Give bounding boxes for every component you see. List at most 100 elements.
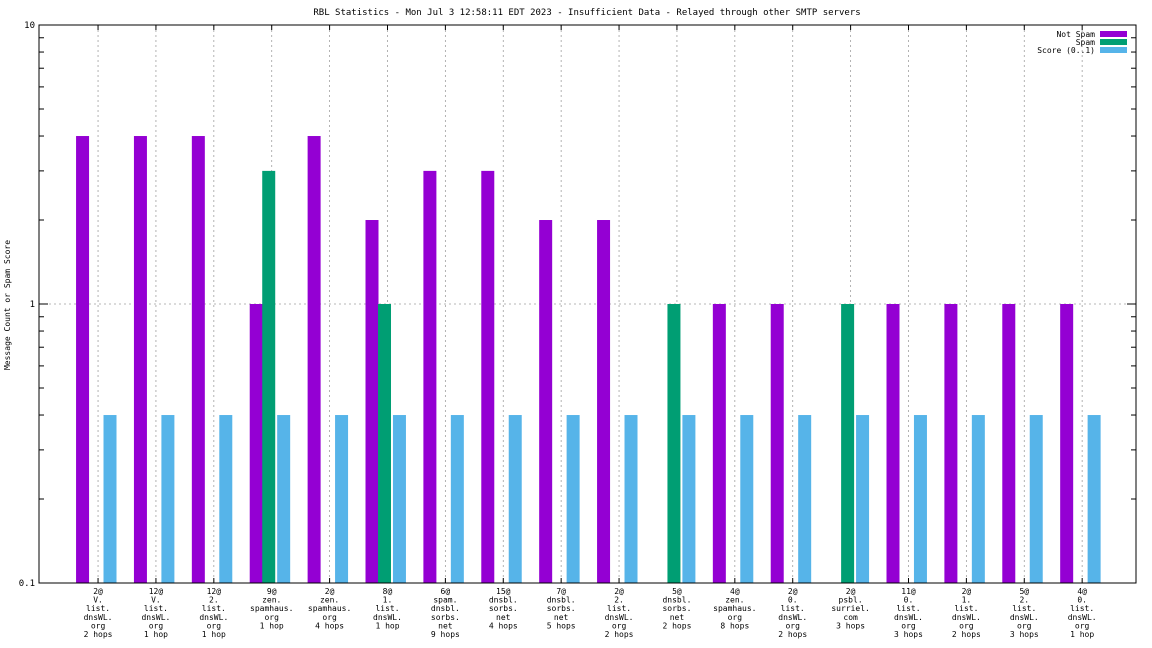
category-label-line: dnsWL. bbox=[373, 613, 402, 622]
category-label-line: dnsWL. bbox=[605, 613, 634, 622]
category-label-line: list. bbox=[375, 604, 399, 613]
category-label-line: dnsWL. bbox=[84, 613, 113, 622]
category-label-line: list. bbox=[954, 604, 978, 613]
category-label-line: 2@ bbox=[846, 587, 856, 596]
category-label-line: 4 hops bbox=[315, 621, 344, 630]
bar-score-0-1 bbox=[161, 415, 175, 583]
legend-label: Not Spam bbox=[1056, 30, 1095, 39]
bar-not-spam bbox=[365, 220, 379, 583]
category-label-line: list. bbox=[781, 604, 805, 613]
category-label-line: 4 hops bbox=[489, 621, 518, 630]
bar-score-0-1 bbox=[508, 415, 522, 583]
bar-not-spam bbox=[133, 136, 147, 583]
category-label: 2@ psbl. surriel. com 3 hops bbox=[831, 587, 870, 630]
category-label-line: 1 hop bbox=[1070, 630, 1094, 639]
category-label-line: list. bbox=[607, 604, 631, 613]
category-label-line: net bbox=[554, 613, 569, 622]
bar-score-0-1 bbox=[624, 415, 638, 583]
bar-not-spam bbox=[944, 304, 958, 583]
category-label-line: 3 hops bbox=[894, 630, 923, 639]
category-label: 5@ 2. list. dnsWL. org 3 hops bbox=[1010, 587, 1039, 639]
category-label-line: dnsWL. bbox=[199, 613, 228, 622]
bar-score-0-1 bbox=[682, 415, 696, 583]
legend-label: Spam bbox=[1076, 38, 1095, 47]
category-label-line: zen. bbox=[262, 596, 281, 605]
bar-not-spam bbox=[770, 304, 784, 583]
category-label: 4@ zen. spamhaus. org 8 hops bbox=[713, 587, 756, 630]
category-label-line: net bbox=[496, 613, 511, 622]
category-label-line: surriel. bbox=[831, 604, 870, 613]
category-label-line: 2. bbox=[614, 596, 624, 605]
category-label-line: dnsWL. bbox=[778, 613, 807, 622]
bar-score-0-1 bbox=[1029, 415, 1043, 583]
category-label-line: list. bbox=[202, 604, 226, 613]
category-label-line: 15@ bbox=[496, 587, 511, 596]
category-label-line: 9 hops bbox=[431, 630, 460, 639]
category-label-line: 2 hops bbox=[778, 630, 807, 639]
category-label-line: net bbox=[438, 621, 453, 630]
category-label-line: spamhaus. bbox=[250, 604, 293, 613]
category-label-line: list. bbox=[1012, 604, 1036, 613]
category-label-line: dnsWL. bbox=[1068, 613, 1097, 622]
category-label-line: 11@ bbox=[901, 587, 916, 596]
category-label-line: 1. bbox=[962, 596, 972, 605]
bar-score-0-1 bbox=[971, 415, 985, 583]
category-label-line: org bbox=[901, 621, 916, 630]
category-label-line: spamhaus. bbox=[713, 604, 756, 613]
category-label: 4@ 0. list. dnsWL. org 1 hop bbox=[1068, 587, 1097, 639]
category-label-line: 1 hop bbox=[260, 621, 284, 630]
bar-score-0-1 bbox=[450, 415, 464, 583]
bar-not-spam bbox=[712, 304, 726, 583]
category-label: 2@ 1. list. dnsWL. org 2 hops bbox=[952, 587, 981, 639]
category-label-line: org bbox=[728, 613, 743, 622]
bar-score-0-1 bbox=[566, 415, 580, 583]
category-label: 7@ dnsbl. sorbs. net 5 hops bbox=[547, 587, 576, 630]
category-label-line: sorbs. bbox=[662, 604, 691, 613]
bar-spam bbox=[841, 304, 855, 583]
y-axis-label: Message Count or Spam Score bbox=[3, 240, 12, 370]
bar-not-spam bbox=[481, 170, 495, 583]
category-label-line: 1 hop bbox=[144, 630, 168, 639]
bar-spam bbox=[378, 304, 392, 583]
category-label-line: 4@ bbox=[730, 587, 740, 596]
bar-spam bbox=[262, 170, 276, 583]
category-label-line: com bbox=[843, 613, 858, 622]
bar-not-spam bbox=[76, 136, 90, 583]
bar-spam bbox=[667, 304, 681, 583]
bar-not-spam bbox=[191, 136, 205, 583]
category-label-line: sorbs. bbox=[547, 604, 576, 613]
category-label-line: V. bbox=[151, 596, 161, 605]
category-label-line: sorbs. bbox=[489, 604, 518, 613]
bar-not-spam bbox=[597, 220, 611, 583]
bar-score-0-1 bbox=[913, 415, 927, 583]
category-label-line: 2. bbox=[1019, 596, 1029, 605]
bar-not-spam bbox=[539, 220, 553, 583]
category-label-line: 5@ bbox=[1019, 587, 1029, 596]
category-label-line: dnsWL. bbox=[952, 613, 981, 622]
category-label-line: 4@ bbox=[1077, 587, 1087, 596]
category-label-line: dnsWL. bbox=[1010, 613, 1039, 622]
category-label-line: 7@ bbox=[556, 587, 566, 596]
bar-not-spam bbox=[423, 170, 437, 583]
legend-swatch bbox=[1100, 39, 1127, 45]
category-label-line: dnsbl. bbox=[431, 604, 460, 613]
category-label-line: 6@ bbox=[441, 587, 451, 596]
category-label-line: 2@ bbox=[93, 587, 103, 596]
category-label-line: zen. bbox=[320, 596, 339, 605]
y-tick-labels: 0.1 1 10 bbox=[19, 21, 35, 589]
category-label-line: dnsbl. bbox=[662, 596, 691, 605]
category-label-line: list. bbox=[1070, 604, 1094, 613]
chart-title: RBL Statistics - Mon Jul 3 12:58:11 EDT … bbox=[313, 8, 860, 18]
category-label: 9@ zen. spamhaus. org 1 hop bbox=[250, 587, 293, 630]
category-label-line: sorbs. bbox=[431, 613, 460, 622]
category-label: 2@ 0. list. dnsWL. org 2 hops bbox=[778, 587, 807, 639]
category-label-line: 2@ bbox=[325, 587, 335, 596]
bar-score-0-1 bbox=[1087, 415, 1101, 583]
legend-label: Score (0..1) bbox=[1037, 46, 1095, 55]
category-label-line: 2 hops bbox=[662, 621, 691, 630]
category-label-line: 2@ bbox=[614, 587, 624, 596]
bar-score-0-1 bbox=[798, 415, 812, 583]
category-label-line: zen. bbox=[725, 596, 744, 605]
category-label-line: 2 hops bbox=[84, 630, 113, 639]
